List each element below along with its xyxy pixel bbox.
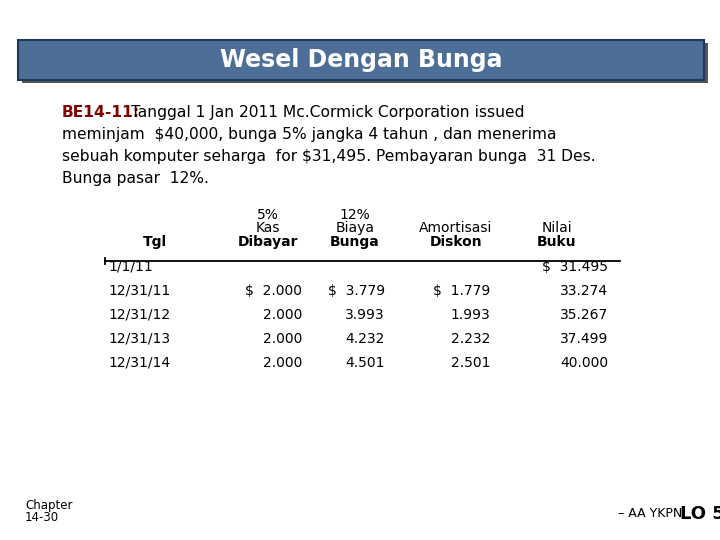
Text: 40.000: 40.000 bbox=[560, 356, 608, 370]
Text: Bunga: Bunga bbox=[330, 235, 380, 249]
Text: Tanggal 1 Jan 2011 Mc.Cormick Corporation issued: Tanggal 1 Jan 2011 Mc.Cormick Corporatio… bbox=[126, 105, 524, 120]
Text: 2.000: 2.000 bbox=[263, 356, 302, 370]
Text: 3.993: 3.993 bbox=[346, 308, 385, 322]
Text: 14-30: 14-30 bbox=[25, 511, 59, 524]
Text: 12/31/14: 12/31/14 bbox=[108, 356, 170, 370]
Text: Dibayar: Dibayar bbox=[238, 235, 298, 249]
Text: 12%: 12% bbox=[340, 208, 370, 222]
Text: 1.993: 1.993 bbox=[450, 308, 490, 322]
Text: meminjam  $40,000, bunga 5% jangka 4 tahun , dan menerima: meminjam $40,000, bunga 5% jangka 4 tahu… bbox=[62, 127, 557, 142]
Text: Chapter: Chapter bbox=[25, 499, 73, 512]
Bar bbox=[22, 43, 708, 83]
Text: 37.499: 37.499 bbox=[559, 332, 608, 346]
Text: 12/31/13: 12/31/13 bbox=[108, 332, 170, 346]
Text: Biaya: Biaya bbox=[336, 221, 374, 235]
Text: BE14-11:: BE14-11: bbox=[62, 105, 140, 120]
Text: Kas: Kas bbox=[256, 221, 280, 235]
Text: 35.267: 35.267 bbox=[559, 308, 608, 322]
Text: LO 5: LO 5 bbox=[680, 505, 720, 523]
Text: $  31.495: $ 31.495 bbox=[542, 260, 608, 274]
Text: – AA YKPN: – AA YKPN bbox=[618, 507, 683, 520]
Text: 5%: 5% bbox=[257, 208, 279, 222]
Text: $  2.000: $ 2.000 bbox=[245, 284, 302, 298]
Text: Diskon: Diskon bbox=[430, 235, 482, 249]
Text: Bunga pasar  12%.: Bunga pasar 12%. bbox=[62, 171, 209, 186]
Text: 4.232: 4.232 bbox=[346, 332, 385, 346]
Text: 33.274: 33.274 bbox=[560, 284, 608, 298]
Text: $  3.779: $ 3.779 bbox=[328, 284, 385, 298]
Text: $  1.779: $ 1.779 bbox=[433, 284, 490, 298]
Text: 12/31/12: 12/31/12 bbox=[108, 308, 170, 322]
Text: 1/1/11: 1/1/11 bbox=[108, 260, 153, 274]
Text: 2.000: 2.000 bbox=[263, 332, 302, 346]
Text: 2.000: 2.000 bbox=[263, 308, 302, 322]
Text: 4.501: 4.501 bbox=[346, 356, 385, 370]
Text: sebuah komputer seharga  for $31,495. Pembayaran bunga  31 Des.: sebuah komputer seharga for $31,495. Pem… bbox=[62, 149, 595, 164]
Text: 12/31/11: 12/31/11 bbox=[108, 284, 170, 298]
Text: 2.232: 2.232 bbox=[451, 332, 490, 346]
Text: Amortisasi: Amortisasi bbox=[419, 221, 492, 235]
Text: Buku: Buku bbox=[537, 235, 577, 249]
Text: 2.501: 2.501 bbox=[451, 356, 490, 370]
Text: Nilai: Nilai bbox=[541, 221, 572, 235]
Text: Tgl: Tgl bbox=[143, 235, 167, 249]
Bar bbox=[18, 40, 704, 80]
Text: Wesel Dengan Bunga: Wesel Dengan Bunga bbox=[220, 48, 503, 72]
